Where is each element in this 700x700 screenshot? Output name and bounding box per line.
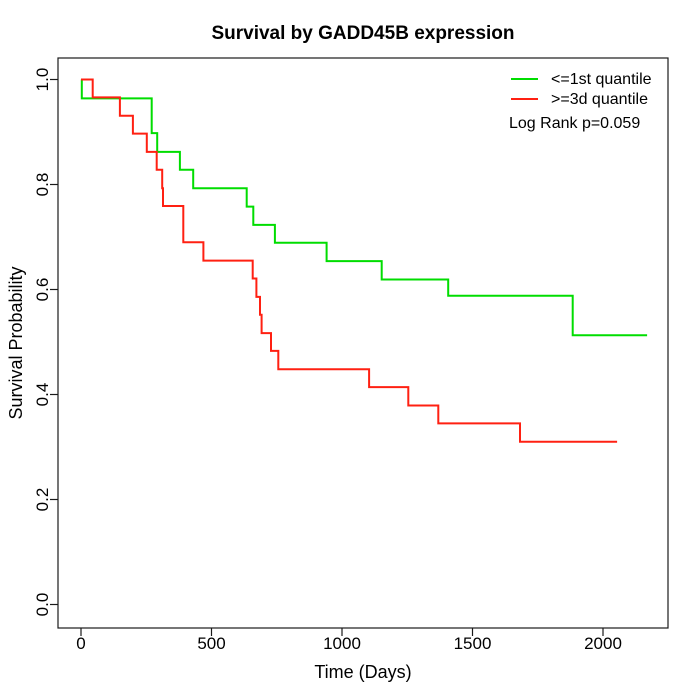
y-tick-label: 0.6 bbox=[33, 278, 52, 302]
y-tick-label: 0.2 bbox=[33, 488, 52, 512]
plot-box bbox=[57, 57, 669, 629]
chart-title: Survival by GADD45B expression bbox=[211, 23, 514, 44]
x-axis: 0 500 1000 1500 2000 bbox=[76, 628, 622, 653]
x-tick-label: 1500 bbox=[454, 634, 492, 653]
x-tick-label: 1000 bbox=[323, 634, 361, 653]
x-tick-label: 2000 bbox=[584, 634, 622, 653]
x-tick-label: 500 bbox=[197, 634, 225, 653]
survival-curves bbox=[80, 78, 648, 443]
y-axis: 0.0 0.2 0.4 0.6 0.8 1.0 bbox=[33, 68, 58, 617]
y-axis-title: Survival Probability bbox=[6, 266, 26, 419]
survival-curve-high-expression bbox=[81, 78, 618, 443]
y-tick-label: 0.0 bbox=[33, 593, 52, 617]
y-tick-label: 0.8 bbox=[33, 173, 52, 197]
y-tick-label: 1.0 bbox=[33, 68, 52, 92]
y-tick-label: 0.4 bbox=[33, 383, 52, 407]
legend-label-low-expression: <=1st quantile bbox=[551, 71, 652, 88]
survival-curve-low-expression bbox=[80, 78, 648, 337]
log-rank-annotation: Log Rank p=0.059 bbox=[509, 115, 640, 132]
legend: <=1st quantile >=3d quantile Log Rank p=… bbox=[509, 71, 652, 132]
x-tick-label: 0 bbox=[76, 634, 85, 653]
legend-label-high-expression: >=3d quantile bbox=[551, 91, 648, 108]
x-axis-title: Time (Days) bbox=[314, 662, 411, 682]
